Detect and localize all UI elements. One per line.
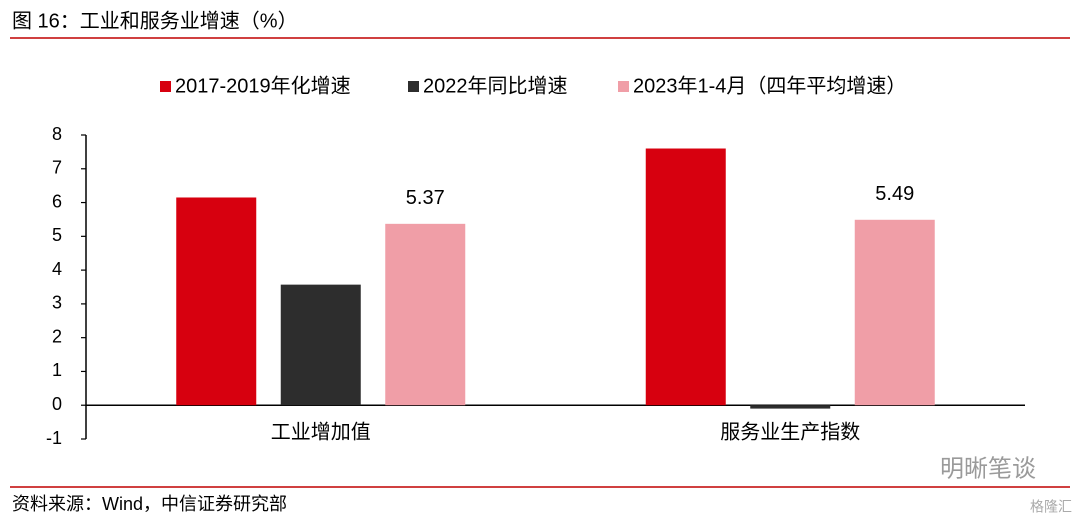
y-tick-label: 5 — [52, 225, 62, 245]
legend-swatch — [618, 81, 629, 92]
y-tick-label: 6 — [52, 191, 62, 211]
y-tick-label: 4 — [52, 259, 62, 279]
legend-label: 2022年同比增速 — [423, 74, 568, 97]
bar — [176, 197, 257, 406]
watermark: 明晰笔谈 — [940, 455, 1036, 482]
chart-title: 图 16：工业和服务业增速（%） — [12, 9, 298, 32]
bar — [645, 148, 726, 406]
bar — [750, 405, 831, 409]
legend-swatch — [408, 81, 419, 92]
watermark: 格隆汇 — [1030, 499, 1072, 515]
x-tick-label: 服务业生产指数 — [720, 420, 860, 443]
y-tick-label: -1 — [46, 428, 62, 448]
bar — [385, 223, 466, 406]
y-tick-label: 1 — [52, 360, 62, 380]
y-tick-label: 3 — [52, 293, 62, 313]
y-tick-label: 8 — [52, 124, 62, 144]
y-tick-label: 2 — [52, 326, 62, 346]
value-label: 5.37 — [406, 187, 445, 209]
legend-label: 2023年1-4月（四年平均增速） — [633, 74, 906, 97]
legend-swatch — [160, 81, 171, 92]
bar — [854, 219, 935, 406]
y-tick-label: 0 — [52, 394, 62, 414]
source: 资料来源：Wind，中信证券研究部 — [12, 494, 287, 514]
y-tick-label: 7 — [52, 158, 62, 178]
legend-label: 2017-2019年化增速 — [175, 74, 351, 97]
bar — [280, 284, 361, 406]
x-tick-label: 工业增加值 — [271, 420, 371, 443]
value-label: 5.49 — [875, 183, 914, 205]
